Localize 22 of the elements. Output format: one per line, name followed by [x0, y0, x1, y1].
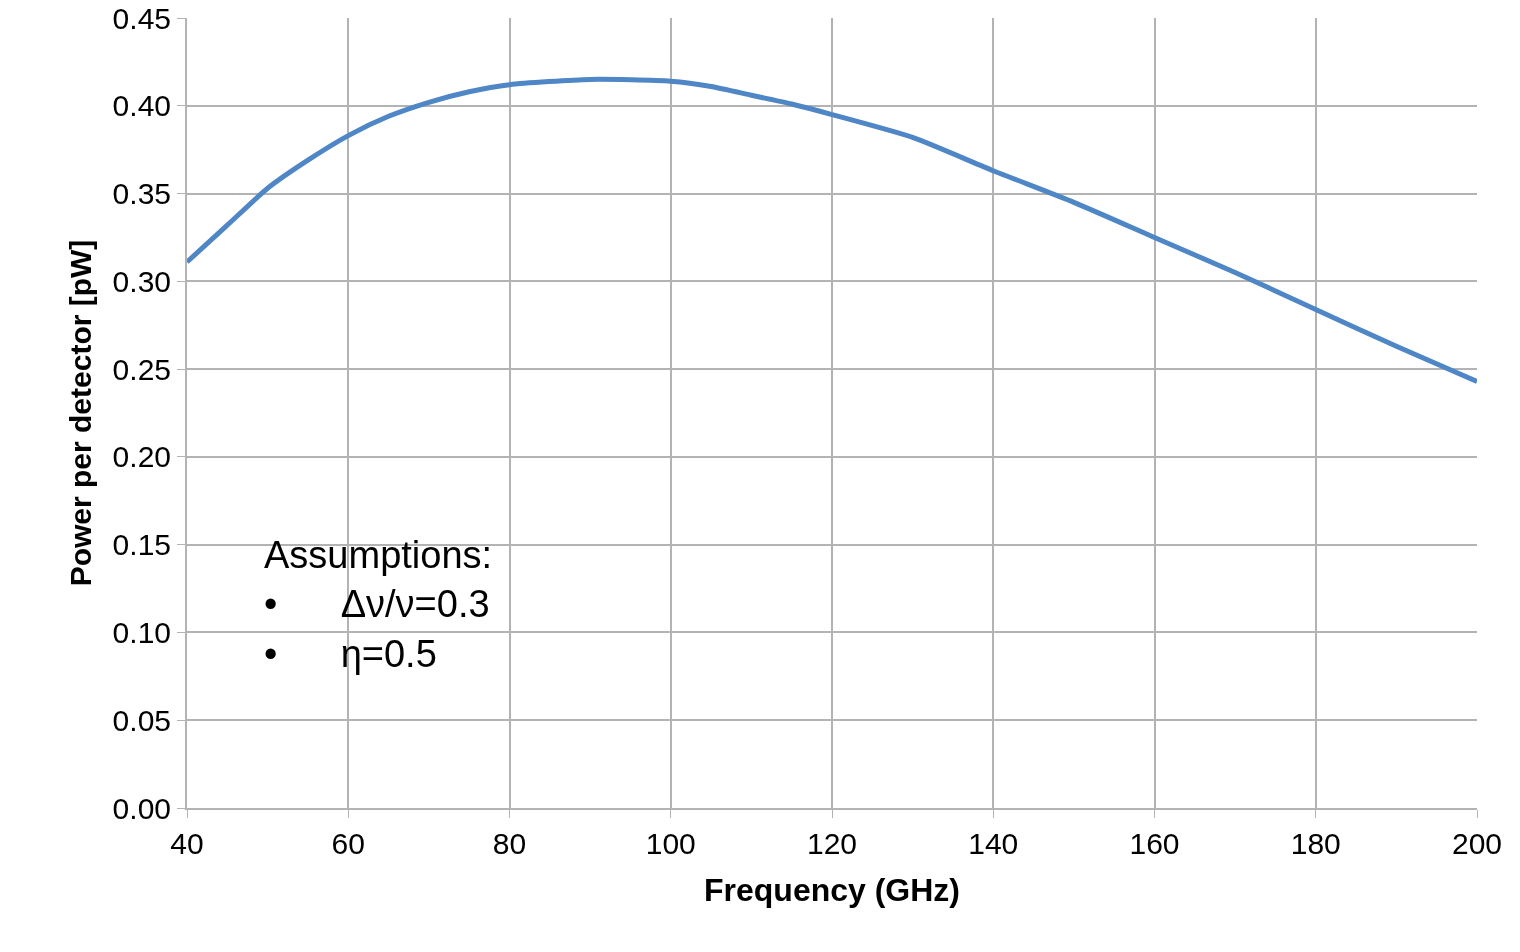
- y-tick-label: 0.25: [112, 352, 171, 386]
- annotation: Assumptions: • Δν/ν=0.3 • η=0.5: [264, 534, 493, 675]
- y-tick-label: 0.00: [112, 791, 171, 825]
- x-tick-label: 60: [331, 827, 365, 860]
- x-tick-label: 80: [492, 827, 527, 860]
- y-axis-title: Power per detector [pW]: [64, 239, 98, 587]
- y-tick-label: 0.35: [112, 177, 171, 211]
- x-tick-label: 140: [968, 827, 1019, 860]
- x-tick-label: 200: [1451, 827, 1503, 860]
- y-tick-label: 0.05: [112, 703, 171, 737]
- y-tick-label: 0.45: [112, 1, 171, 35]
- y-tick-label: 0.15: [112, 528, 171, 562]
- x-axis-title: Frequency (GHz): [703, 872, 961, 909]
- x-tick-label: 40: [170, 827, 204, 860]
- y-tick-label: 0.30: [112, 264, 171, 298]
- y-tick-label: 0.40: [112, 89, 171, 123]
- y-tick-label: 0.10: [112, 615, 171, 649]
- x-tick-label: 100: [645, 827, 696, 860]
- x-tick-label: 160: [1129, 827, 1180, 860]
- x-tick-label: 180: [1290, 827, 1341, 860]
- y-tick-label: 0.20: [112, 440, 171, 474]
- x-tick-label: 120: [806, 827, 858, 860]
